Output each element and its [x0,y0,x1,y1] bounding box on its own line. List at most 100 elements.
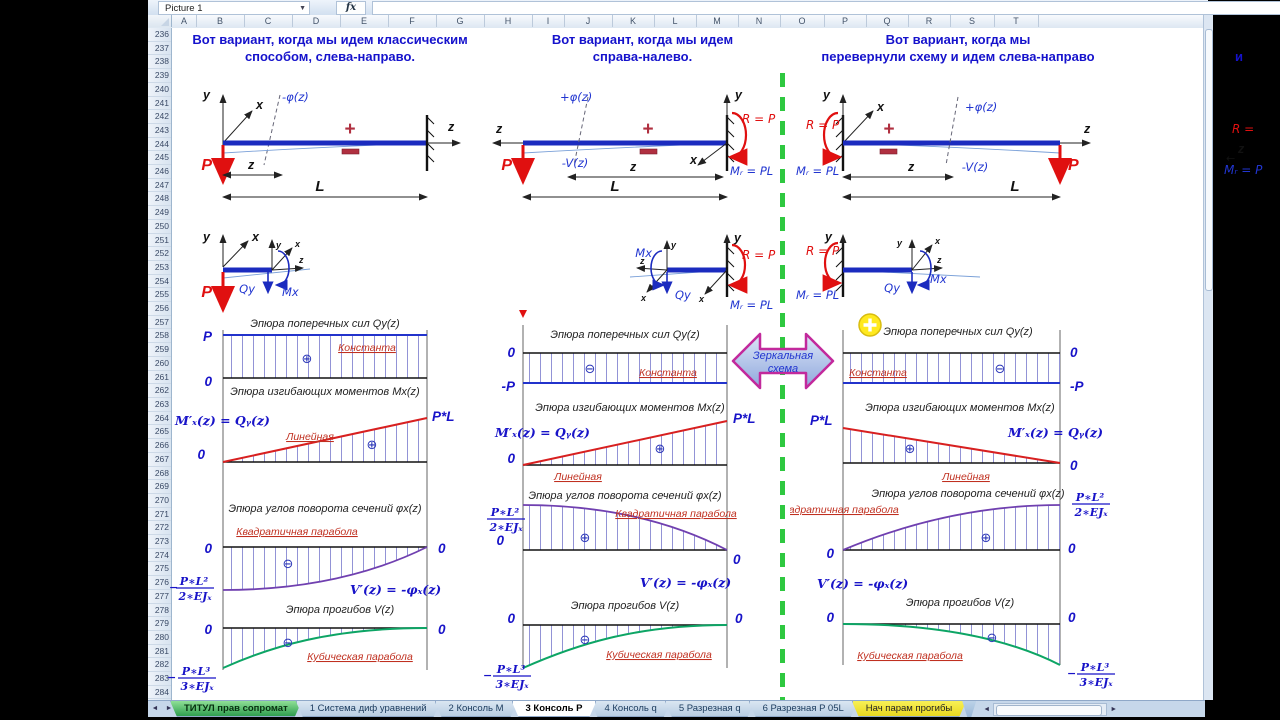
column-header-R[interactable]: R [908,15,951,27]
vertical-scrollbar-thumb[interactable] [1205,29,1213,291]
row-header-252[interactable]: 252 [148,247,171,261]
row-header-246[interactable]: 246 [148,165,171,179]
row-header-268[interactable]: 268 [148,467,171,481]
row-header-274[interactable]: 274 [148,549,171,563]
column-header-T[interactable]: T [994,15,1039,27]
row-header-273[interactable]: 273 [148,535,171,549]
column-header-M[interactable]: M [696,15,739,27]
row-header-267[interactable]: 267 [148,453,171,467]
chevron-down-icon[interactable]: ▼ [299,4,306,12]
vertical-scrollbar[interactable] [1203,15,1213,700]
formula-input[interactable] [372,1,1280,15]
row-header-255[interactable]: 255 [148,288,171,303]
sheet-tab-титул-прав-сопромат[interactable]: ТИТУЛ прав сопромат [170,701,302,717]
row-header-284[interactable]: 284 [148,686,171,700]
value-0: 0 [1070,345,1078,360]
row-header-263[interactable]: 263 [148,398,171,412]
cut-x-label: x [934,236,941,246]
row-header-264[interactable]: 264 [148,412,171,426]
column-header-B[interactable]: B [196,15,245,27]
row-header-249[interactable]: 249 [148,206,171,220]
row-header-243[interactable]: 243 [148,124,171,138]
column-header-F[interactable]: F [388,15,437,27]
sheet-tab-1-система-диф-уравнений[interactable]: 1 Система диф уравнений [296,701,441,717]
column-header-E[interactable]: E [340,15,389,27]
quad-note: Квадратичная парабола [615,508,737,520]
row-header-253[interactable]: 253 [148,261,171,275]
hscroll-left-arrow[interactable]: ◄ [983,705,991,713]
row-header-266[interactable]: 266 [148,439,171,453]
column-header-N[interactable]: N [738,15,781,27]
row-header-238[interactable]: 238 [148,55,171,70]
row-header-272[interactable]: 272 [148,521,171,536]
row-header-280[interactable]: 280 [148,631,171,645]
column-header-J[interactable]: J [564,15,613,27]
column-header-C[interactable]: C [244,15,293,27]
load-marker [519,310,527,318]
row-header-247[interactable]: 247 [148,179,171,193]
column-header-H[interactable]: H [484,15,533,27]
beam-scheme-internal-middle: y R = P Mᵣ = PL y z x x Mx Qy [629,231,776,312]
mx-formula: M′ₓ(z) = Qᵧ(z) [494,425,590,440]
row-header-242[interactable]: 242 [148,110,171,124]
column-header-G[interactable]: G [436,15,485,27]
tab-nav-next[interactable]: ► [165,705,173,712]
sheet-tab-4-консоль-q[interactable]: 4 Консоль q [590,701,670,717]
hscroll-thumb[interactable] [996,704,1103,716]
row-header-237[interactable]: 237 [148,42,171,56]
column-header-Q[interactable]: Q [866,15,909,27]
row-header-270[interactable]: 270 [148,494,171,508]
column-header-K[interactable]: K [612,15,655,27]
row-header-278[interactable]: 278 [148,604,171,618]
row-header-257[interactable]: 257 [148,316,171,330]
row-header-256[interactable]: 256 [148,302,171,316]
row-header-275[interactable]: 275 [148,562,171,577]
column-header-S[interactable]: S [950,15,995,27]
hscroll-right-arrow[interactable]: ► [1110,705,1118,713]
row-header-259[interactable]: 259 [148,343,171,357]
row-header-262[interactable]: 262 [148,384,171,398]
row-header-261[interactable]: 261 [148,371,171,385]
v-formula: V′(z) = -φₓ(z) [640,575,731,590]
row-header-241[interactable]: 241 [148,97,171,111]
row-header-236[interactable]: 236 [148,28,171,42]
phi-title: Эпюра углов поворота сечений φx(z) [228,503,421,515]
column-header-I[interactable]: I [532,15,565,27]
sheet-tab-3-консоль-p[interactable]: 3 Консоль P [512,701,597,717]
row-header-269[interactable]: 269 [148,480,171,494]
row-header-277[interactable]: 277 [148,590,171,604]
column-header-A[interactable]: A [172,15,197,27]
row-header-244[interactable]: 244 [148,138,171,152]
row-header-254[interactable]: 254 [148,275,171,289]
mirror-arrow[interactable]: Зеркальная схема [730,322,836,400]
row-header-239[interactable]: 239 [148,69,171,83]
row-header-265[interactable]: 265 [148,425,171,440]
sheet-tab-6-разрезная-p-05l[interactable]: 6 Разрезная P 05L [749,701,858,717]
sheet-tab-5-разрезная-q[interactable]: 5 Разрезная q [665,701,755,717]
row-header-240[interactable]: 240 [148,83,171,97]
select-all-corner[interactable] [148,15,172,27]
tab-nav-prev[interactable]: ◄ [151,705,159,712]
column-header-P[interactable]: P [824,15,867,27]
column-header-O[interactable]: O [780,15,825,27]
row-header-245[interactable]: 245 [148,151,171,166]
row-header-282[interactable]: 282 [148,658,171,673]
sheet-tab-2-консоль-m[interactable]: 2 Консоль M [435,701,518,717]
column-header-D[interactable]: D [292,15,341,27]
row-header-258[interactable]: 258 [148,329,171,344]
fx-button[interactable]: fx [336,1,366,15]
row-header-281[interactable]: 281 [148,645,171,659]
row-header-283[interactable]: 283 [148,672,171,686]
row-header-251[interactable]: 251 [148,234,171,248]
hscroll-track[interactable] [993,702,1108,716]
name-box[interactable]: Picture 1 ▼ [158,1,310,15]
row-header-250[interactable]: 250 [148,220,171,234]
row-header-271[interactable]: 271 [148,508,171,522]
cubic-note: Кубическая парабола [857,650,963,662]
sheet-tab-нач-парам-прогибы[interactable]: Нач парам прогибы [852,701,966,717]
row-header-279[interactable]: 279 [148,617,171,631]
column-header-L[interactable]: L [654,15,697,27]
row-header-276[interactable]: 276 [148,576,171,590]
row-header-248[interactable]: 248 [148,192,171,207]
row-header-260[interactable]: 260 [148,357,171,371]
